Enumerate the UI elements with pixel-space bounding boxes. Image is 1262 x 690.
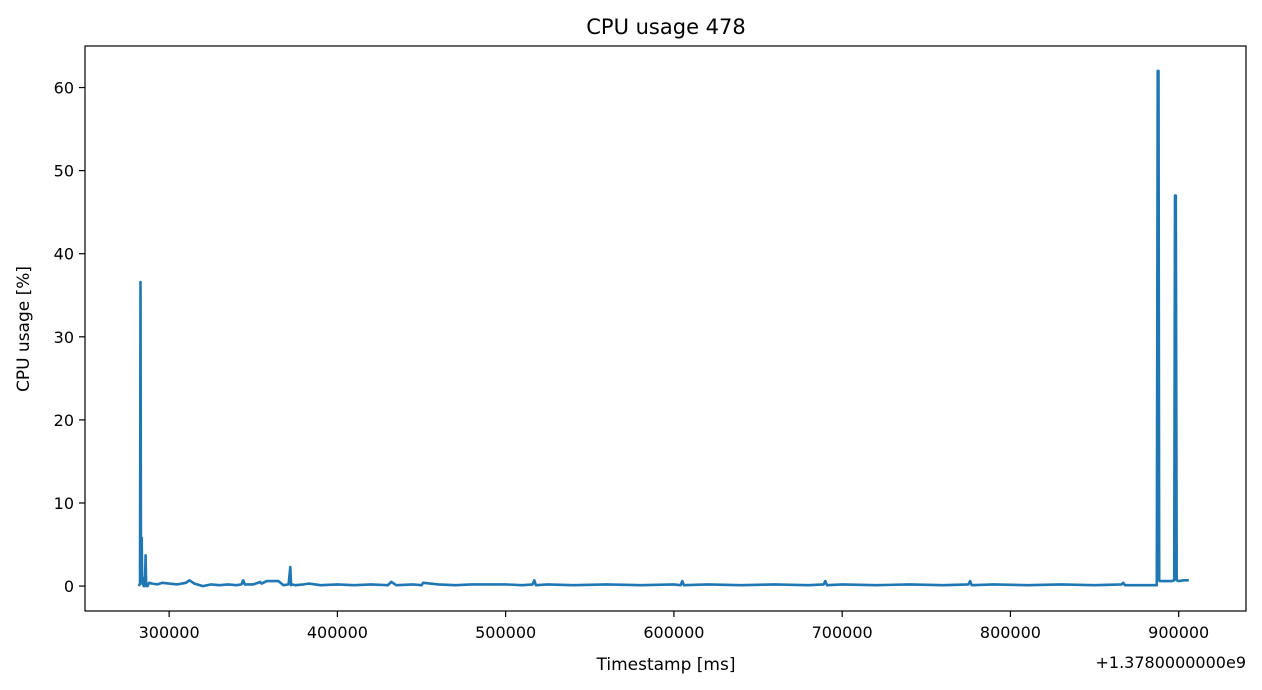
y-tick-label: 40 [54,245,74,264]
x-tick-label: 800000 [980,623,1041,642]
y-axis-label: CPU usage [%] [14,266,34,392]
x-tick-label: 700000 [812,623,873,642]
y-tick-label: 20 [54,411,74,430]
y-tick-label: 10 [54,494,74,513]
x-axis-label: Timestamp [ms] [596,655,736,675]
x-tick-label: 400000 [307,623,368,642]
x-tick-label: 300000 [139,623,200,642]
x-axis-offset-label: +1.3780000000e9 [1096,653,1247,672]
plot-area [84,45,1247,612]
y-tick-label: 50 [54,162,74,181]
y-tick-label: 30 [54,328,74,347]
x-tick-label: 600000 [643,623,704,642]
cpu-usage-series-line [137,69,1189,588]
chart-title: CPU usage 478 [586,15,746,39]
plot-frame [84,45,1247,612]
x-axis: 300000 400000 500000 600000 700000 800000 9000… [139,611,1209,642]
y-axis: 0 10 20 30 40 50 60 [54,79,85,596]
y-tick-label: 0 [64,577,74,596]
x-tick-label: 900000 [1148,623,1209,642]
series-layer [137,69,1189,588]
y-tick-label: 60 [54,79,74,98]
x-tick-label: 500000 [475,623,536,642]
